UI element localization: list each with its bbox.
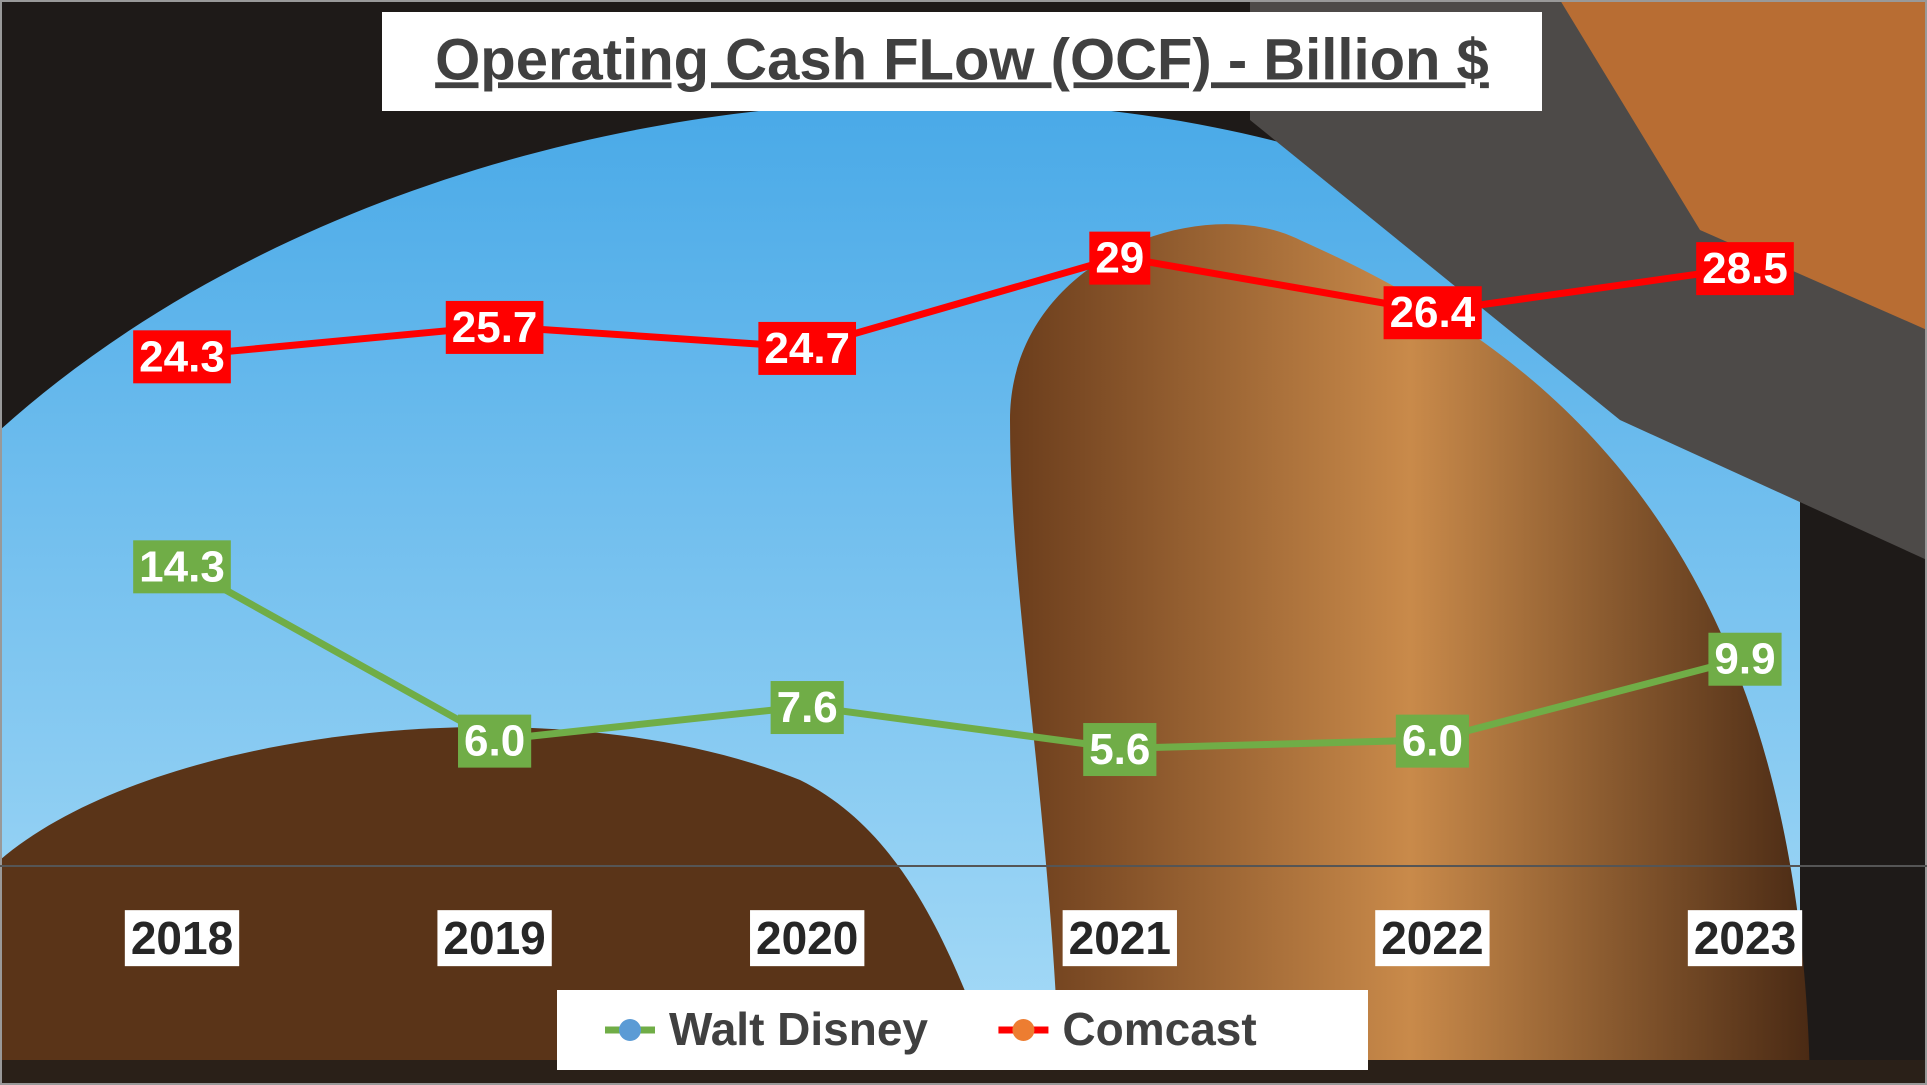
x-tick-label: 2021 — [1069, 912, 1171, 964]
legend-box — [557, 990, 1368, 1070]
x-tick-label-box — [1375, 910, 1490, 967]
data-label-box — [458, 714, 532, 768]
data-label-box — [1083, 723, 1157, 777]
data-label-group: 28.5 — [1696, 242, 1794, 296]
x-tick-label: 2018 — [131, 912, 233, 964]
data-label: 9.9 — [1714, 635, 1775, 684]
data-label: 29 — [1095, 234, 1144, 283]
data-label-box — [758, 321, 857, 375]
data-label-box — [1383, 286, 1482, 340]
series-line — [181, 253, 1746, 360]
x-tick-label-group: 2023 — [1687, 910, 1803, 967]
data-label: 6.0 — [464, 717, 525, 766]
legend-label: Walt Disney — [669, 1003, 928, 1055]
x-tick-label-box — [750, 910, 865, 967]
data-label-group: 29 — [1089, 231, 1151, 285]
x-tick-label-box — [1687, 910, 1803, 967]
data-label: 5.6 — [1089, 725, 1150, 774]
data-label-group: 9.9 — [1708, 632, 1782, 686]
data-label-group: 6.0 — [1395, 714, 1469, 768]
data-label-box — [770, 681, 844, 735]
legend-label: Comcast — [1062, 1003, 1256, 1055]
data-label-group: 25.7 — [445, 300, 544, 354]
data-label-group: 7.6 — [770, 681, 844, 735]
x-tick-label-box — [437, 910, 552, 967]
data-label-box — [1708, 632, 1782, 686]
title-box — [382, 12, 1542, 111]
x-tick-label-box — [124, 910, 240, 967]
legend-marker — [1012, 1019, 1035, 1041]
data-label: 24.3 — [139, 332, 225, 381]
data-label-box — [1696, 242, 1794, 296]
data-label-box — [1089, 231, 1151, 285]
x-tick-label-group: 2019 — [437, 910, 552, 967]
legend-marker — [619, 1019, 641, 1041]
data-label: 24.7 — [764, 324, 850, 373]
data-label-group: 6.0 — [458, 714, 532, 768]
chart-title: Operating Cash FLow (OCF) - Billion $ — [435, 27, 1489, 92]
data-label: 7.6 — [777, 683, 838, 732]
data-label-group: 24.7 — [758, 321, 857, 375]
data-label-group: 26.4 — [1383, 286, 1482, 340]
x-tick-label-group: 2022 — [1375, 910, 1490, 967]
data-label-box — [133, 540, 231, 594]
x-tick-label: 2023 — [1694, 912, 1796, 964]
x-tick-label: 2022 — [1381, 912, 1483, 964]
data-label-group: 5.6 — [1083, 723, 1157, 777]
x-tick-label-box — [1062, 910, 1177, 967]
data-label-box — [133, 330, 231, 384]
data-label: 28.5 — [1702, 244, 1788, 293]
data-label: 6.0 — [1402, 717, 1463, 766]
x-tick-label-group: 2018 — [124, 910, 240, 967]
data-label-group: 24.3 — [133, 330, 231, 384]
data-label-box — [1395, 714, 1469, 768]
series-line — [180, 562, 1746, 752]
x-tick-label: 2019 — [443, 912, 545, 964]
data-label: 25.7 — [452, 303, 538, 352]
x-tick-label: 2020 — [756, 912, 858, 964]
data-label: 14.3 — [139, 542, 225, 591]
data-label-group: 14.3 — [133, 540, 231, 594]
x-tick-label-group: 2021 — [1062, 910, 1177, 967]
data-label: 26.4 — [1390, 288, 1476, 337]
x-tick-label-group: 2020 — [750, 910, 865, 967]
data-label-box — [445, 300, 544, 354]
